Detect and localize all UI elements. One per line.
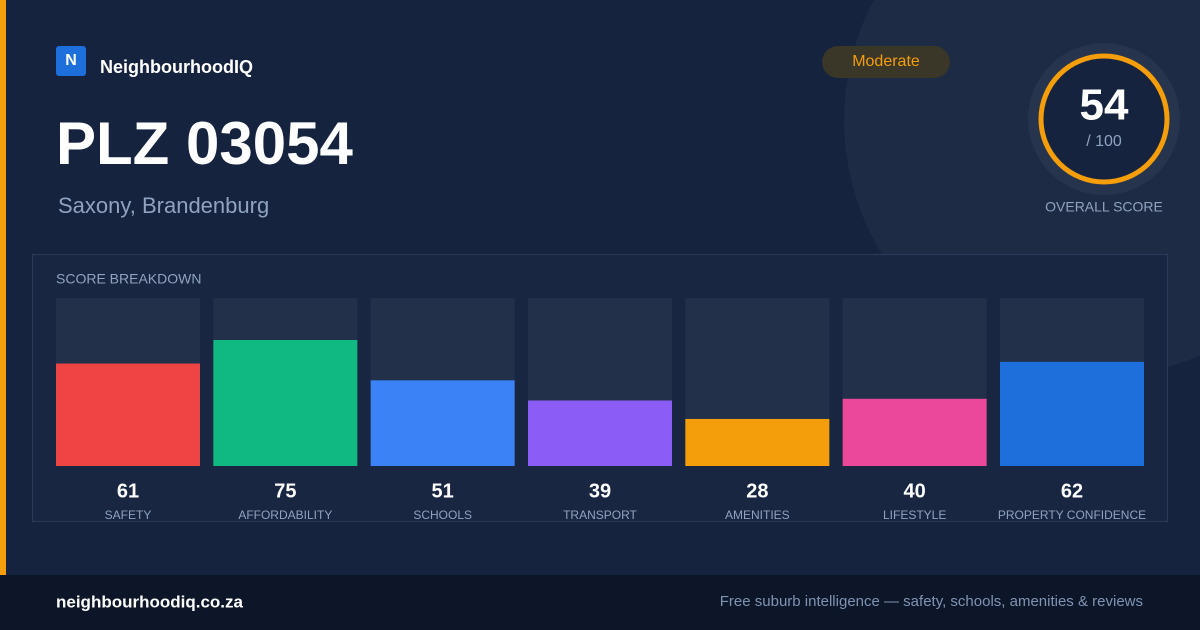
bar (685, 418, 830, 466)
bar (1000, 361, 1144, 466)
logo (56, 46, 86, 76)
bar (528, 400, 672, 466)
category-label: SAFETY (105, 508, 152, 522)
value-label: 61 (117, 480, 139, 502)
category-label: TRANSPORT (563, 508, 637, 522)
value-label: 51 (432, 480, 454, 502)
score-max: / 100 (1086, 133, 1122, 150)
score-caption: OVERALL SCORE (1045, 199, 1163, 215)
badge (822, 46, 950, 78)
score-ring (1038, 53, 1170, 185)
bar (842, 398, 987, 466)
value-label: 28 (746, 480, 768, 502)
logo-letter: N (65, 52, 77, 69)
footer-bar (0, 575, 1200, 630)
footer-tagline: Free suburb intelligence — safety, schoo… (720, 593, 1143, 610)
category-label: SCHOOLS (413, 508, 472, 522)
value-label: 39 (589, 480, 611, 502)
bar (370, 380, 515, 466)
title: PLZ 03054 (56, 110, 353, 177)
value-label: 62 (1061, 480, 1083, 502)
accent-strip (0, 0, 6, 575)
brand: NeighbourhoodIQ (100, 57, 253, 77)
footer-domain: neighbourhoodiq.co.za (56, 592, 244, 611)
category-label: AFFORDABILITY (238, 508, 332, 522)
chart-title: SCORE BREAKDOWN (56, 271, 201, 287)
value-label: 75 (274, 480, 296, 502)
bar (56, 363, 200, 466)
bar (213, 340, 358, 466)
subtitle: Saxony, Brandenburg (58, 193, 269, 218)
category-label: PROPERTY CONFIDENCE (998, 508, 1146, 522)
score-value: 54 (1080, 81, 1129, 130)
category-label: LIFESTYLE (883, 508, 946, 522)
badge-text: Moderate (852, 53, 920, 70)
value-label: 40 (904, 480, 926, 502)
category-label: AMENITIES (725, 508, 790, 522)
